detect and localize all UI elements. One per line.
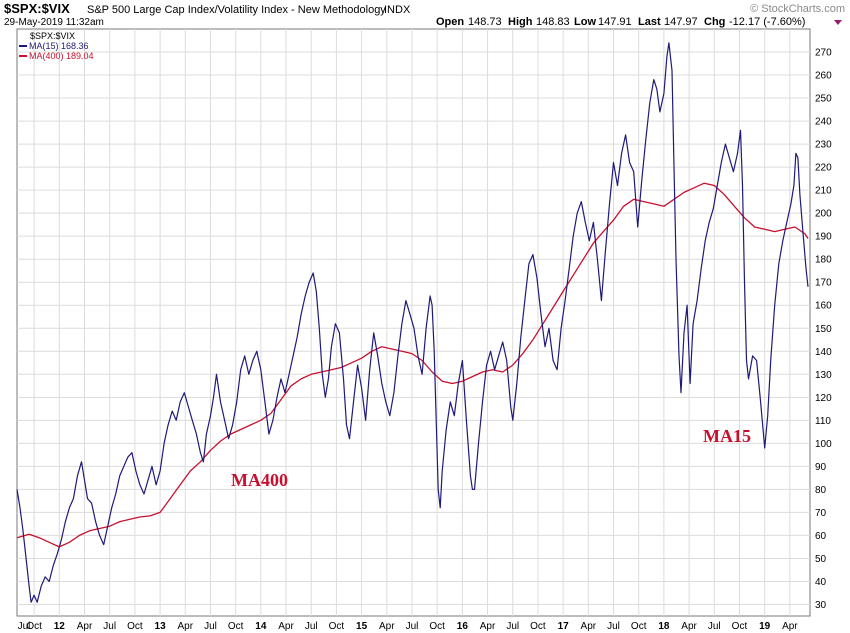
annotation-ma15: MA15: [703, 426, 751, 446]
series-line-ma15: [16, 42, 809, 603]
x-tick-label: Oct: [127, 621, 143, 632]
y-axis: 30 40 50 60 70 80 90 100 110 120 130 140 150 160 170 18…: [815, 48, 832, 611]
high-label: High: [508, 16, 533, 28]
y-tick-label: 200: [815, 209, 832, 220]
x-tick-label: Oct: [530, 621, 546, 632]
exchange-label: INDX: [384, 4, 411, 16]
x-tick-label: Oct: [228, 621, 244, 632]
y-tick-label: 270: [815, 48, 832, 59]
series-layer: [16, 42, 809, 603]
annotation-ma400: MA400: [231, 470, 288, 490]
series-line-ma400: [16, 182, 809, 548]
y-tick-label: 90: [815, 462, 827, 473]
chg-label: Chg: [704, 16, 725, 28]
y-tick-label: 250: [815, 94, 832, 105]
y-tick-label: 210: [815, 186, 832, 197]
x-tick-label: 15: [356, 621, 368, 632]
y-tick-label: 100: [815, 439, 832, 450]
dropdown-arrow-icon[interactable]: [834, 20, 842, 25]
y-tick-label: 70: [815, 508, 827, 519]
chart-title: S&P 500 Large Cap Index/Volatility Index…: [87, 4, 386, 16]
legend-item-ma400: MA(400) 189.04: [29, 51, 94, 61]
x-tick-label: Apr: [681, 621, 697, 632]
y-tick-label: 30: [815, 600, 827, 611]
x-tick-label: Apr: [77, 621, 93, 632]
y-tick-label: 80: [815, 485, 827, 496]
x-tick-label: Apr: [379, 621, 395, 632]
low-label: Low: [574, 16, 596, 28]
plot-frame: [16, 28, 811, 617]
x-tick-label: Jul: [305, 621, 318, 632]
x-tick-label: 17: [558, 621, 570, 632]
x-tick-label: Jul: [607, 621, 620, 632]
last-label: Last: [638, 16, 661, 28]
x-tick-label: 16: [457, 621, 469, 632]
x-tick-label: 14: [255, 621, 267, 632]
x-tick-label: Oct: [26, 621, 42, 632]
grid-layer: [17, 29, 810, 616]
x-tick-label: Apr: [782, 621, 798, 632]
legend-title: $SPX:$VIX: [30, 31, 75, 41]
x-tick-label: 13: [155, 621, 167, 632]
x-tick-label: Apr: [581, 621, 597, 632]
open-value: 148.73: [468, 16, 502, 28]
y-tick-label: 180: [815, 255, 832, 266]
legend-item-ma15: MA(15) 168.36: [29, 41, 89, 51]
y-tick-label: 220: [815, 163, 832, 174]
y-tick-label: 190: [815, 232, 832, 243]
x-tick-label: Oct: [732, 621, 748, 632]
x-tick-label: Apr: [278, 621, 294, 632]
y-tick-label: 60: [815, 531, 827, 542]
x-tick-label: Jul: [204, 621, 217, 632]
y-tick-label: 120: [815, 393, 832, 404]
y-tick-label: 110: [815, 416, 831, 427]
y-tick-label: 40: [815, 577, 827, 588]
low-value: 147.91: [598, 16, 632, 28]
watermark: © StockCharts.com: [750, 3, 845, 15]
x-tick-label: Jul: [406, 621, 419, 632]
chart-symbol: $SPX:$VIX: [4, 1, 70, 16]
x-tick-label: 19: [759, 621, 771, 632]
x-tick-label: Oct: [631, 621, 647, 632]
y-tick-label: 160: [815, 301, 832, 312]
chg-value: -12.17 (-7.60%): [729, 16, 805, 28]
x-tick-label: 12: [54, 621, 66, 632]
high-value: 148.83: [536, 16, 570, 28]
x-tick-label: Jul: [506, 621, 519, 632]
x-tick-label: Apr: [177, 621, 193, 632]
x-tick-label: Jul: [708, 621, 721, 632]
y-tick-label: 170: [815, 278, 832, 289]
x-tick-label: Jul: [18, 621, 31, 632]
last-value: 147.97: [664, 16, 698, 28]
x-tick-label: Jul: [103, 621, 116, 632]
y-tick-label: 240: [815, 117, 832, 128]
x-tick-label: Oct: [329, 621, 345, 632]
x-tick-label: 18: [658, 621, 670, 632]
x-tick-label: Apr: [480, 621, 496, 632]
chart-date: 29-May-2019 11:32am: [4, 17, 104, 28]
open-label: Open: [436, 16, 464, 28]
y-tick-label: 260: [815, 71, 832, 82]
y-tick-label: 50: [815, 554, 827, 565]
y-tick-label: 150: [815, 324, 832, 335]
x-tick-label: Oct: [429, 621, 445, 632]
y-tick-label: 230: [815, 140, 832, 151]
y-tick-label: 140: [815, 347, 832, 358]
y-tick-label: 130: [815, 370, 832, 381]
